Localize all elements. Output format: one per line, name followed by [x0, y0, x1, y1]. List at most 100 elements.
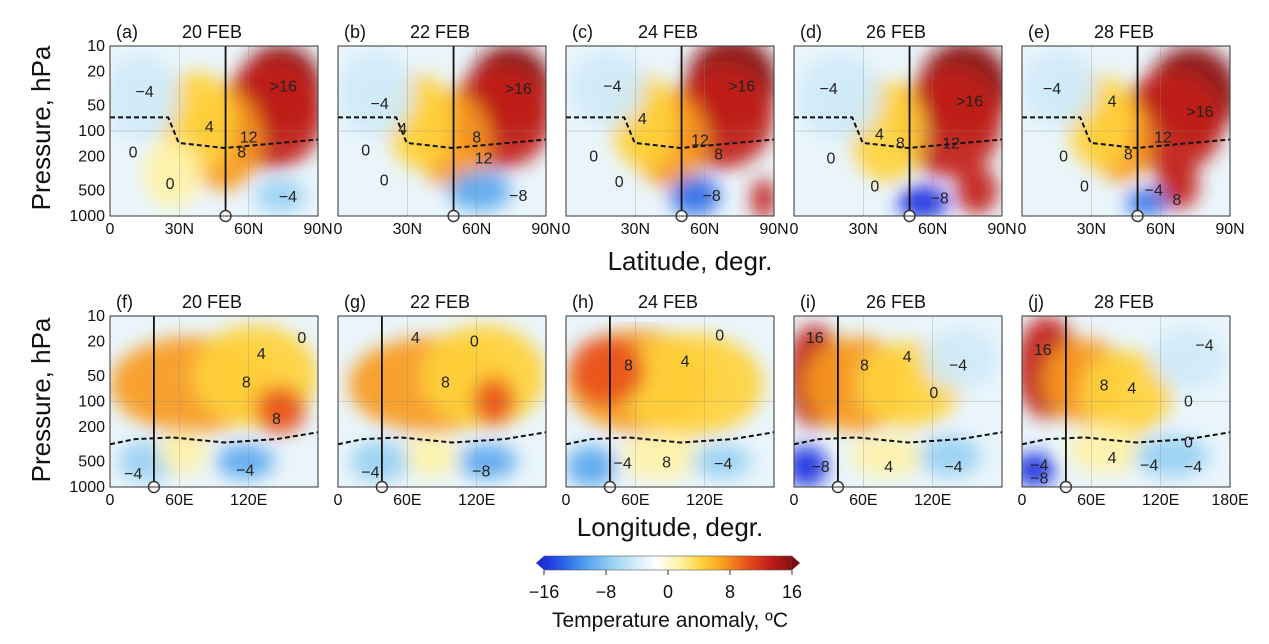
colorbar-max-arrow	[792, 556, 800, 570]
panel-date: 26 FEB	[866, 292, 926, 312]
field-region	[1150, 327, 1226, 390]
field-region	[1126, 188, 1168, 216]
y-axis-title-top: Pressure, hPa	[26, 45, 56, 210]
field-region	[618, 333, 764, 436]
contour-label: 0	[1184, 394, 1193, 411]
contour-label: 0	[929, 385, 938, 402]
panel-date: 24 FEB	[638, 292, 698, 312]
x-tick-label: 30N	[621, 221, 650, 238]
panel-field	[794, 46, 1002, 216]
tropopause-line	[793, 431, 1003, 446]
x-tick-label: 60E	[165, 492, 193, 509]
contour-label: −4	[236, 462, 254, 479]
field-region	[956, 166, 998, 215]
field-region	[1022, 452, 1056, 487]
panel-id: (i)	[800, 292, 816, 312]
y-tick-label: 50	[87, 97, 105, 114]
contour-label: 4	[1108, 450, 1117, 467]
x-tick-label: 0	[106, 492, 115, 509]
x-tick-label: 120E	[914, 492, 951, 509]
x-tick-label: 0	[106, 221, 115, 238]
contour-label: 8	[624, 358, 633, 375]
panel-id: (f)	[116, 292, 133, 312]
contour-label: 12	[475, 150, 493, 167]
x-tick-label: 180E	[1211, 492, 1248, 509]
contour-label: >16	[505, 81, 532, 98]
tropopause-line	[337, 431, 547, 446]
panel-id: (h)	[572, 292, 594, 312]
contour-label: 0	[1059, 149, 1068, 166]
contour-label: −8	[811, 459, 829, 476]
y-tick-label: 1000	[69, 479, 105, 496]
contour-label: −8	[1030, 471, 1048, 488]
contour-label: >16	[956, 94, 983, 111]
contour-label: 0	[297, 330, 306, 347]
tropopause-line	[794, 116, 1003, 150]
tropopause-line	[110, 116, 319, 150]
contour-label: >16	[1186, 104, 1213, 121]
field-region	[898, 68, 1002, 177]
contour-label: 0	[1184, 434, 1193, 451]
field-region	[794, 445, 828, 487]
field-region	[692, 444, 752, 479]
contour-label: 4	[411, 330, 420, 347]
contour-label: 4	[903, 349, 912, 366]
panel-frame	[337, 315, 547, 488]
panel-field-blobs	[566, 329, 764, 487]
x-tick-label: 30N	[1077, 221, 1106, 238]
colorbar-tick-label: 0	[663, 582, 673, 602]
contour-label: −8	[930, 190, 948, 207]
x-tick-label: 0	[790, 221, 799, 238]
panel-date: 22 FEB	[410, 292, 470, 312]
contour-label: 4	[884, 459, 893, 476]
field-region	[458, 444, 517, 479]
panel-field	[566, 46, 774, 216]
tropopause-line	[338, 116, 547, 150]
contour-label: 0	[1080, 179, 1089, 196]
contour-label: 8	[1100, 378, 1109, 395]
contour-label: −4	[1184, 459, 1202, 476]
x-tick-label: 60E	[393, 492, 421, 509]
field-region	[1080, 350, 1172, 436]
panel-id: (e)	[1028, 22, 1050, 42]
x-axis-title-longitude: Longitude, degr.	[577, 512, 764, 542]
contour-label: 0	[615, 174, 624, 191]
contour-label: −4	[1195, 337, 1213, 354]
panel-d: (d) 26 FEB 0 30N 60N 90N −4 48 0 0 >16 12 −8	[790, 22, 1017, 238]
field-region	[143, 139, 202, 208]
panel-field-blobs	[570, 46, 774, 216]
panel-frame	[109, 315, 319, 488]
panel-frame	[793, 45, 1003, 217]
panel-frame	[337, 45, 547, 217]
y-tick-label: 20	[87, 64, 105, 81]
x-tick-label: 90N	[759, 221, 788, 238]
contour-label: −4	[1030, 457, 1048, 474]
contour-label: −8	[509, 188, 527, 205]
contour-label: 8	[472, 130, 481, 147]
x-tick-label: 30N	[165, 221, 194, 238]
contour-label: 8	[896, 135, 905, 152]
tropopause-line	[1022, 116, 1231, 150]
contour-label: −4	[361, 465, 379, 482]
field-region	[850, 435, 926, 477]
x-tick-label: 0	[562, 492, 571, 509]
y-tick-label: 500	[78, 182, 105, 199]
panel-date: 26 FEB	[866, 22, 926, 42]
y-tick-label: 200	[78, 149, 105, 166]
contour-label: −4	[279, 189, 297, 206]
x-tick-label: 0	[562, 221, 571, 238]
x-tick-label: 0	[1018, 221, 1027, 238]
x-tick-label: 120E	[1142, 492, 1179, 509]
contour-label: −4	[124, 466, 142, 483]
contour-label: 12	[691, 133, 709, 150]
field-region	[751, 178, 774, 216]
colorbar-tick-label: 8	[725, 582, 735, 602]
contour-label: 0	[470, 334, 479, 351]
field-region	[350, 440, 409, 482]
